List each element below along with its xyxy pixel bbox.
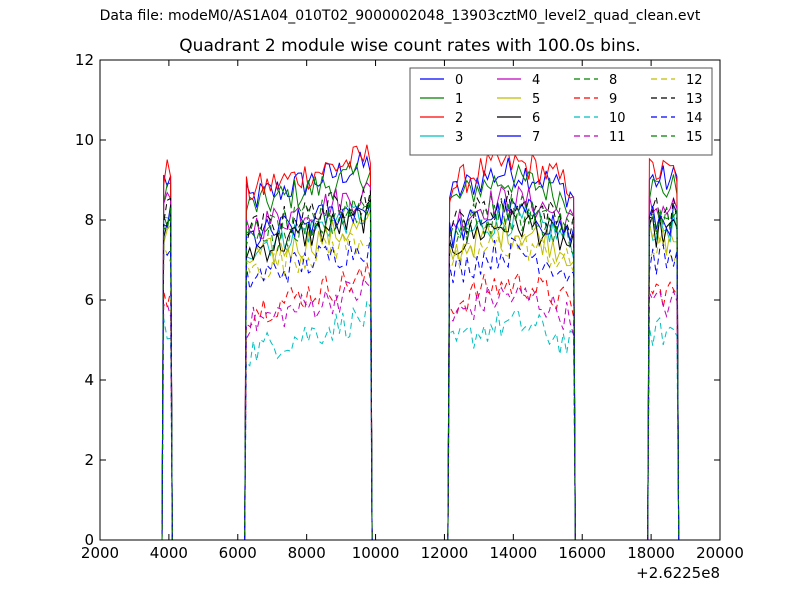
legend-label-5: 5 <box>532 92 540 107</box>
legend-box <box>409 67 713 156</box>
series-line-10 <box>161 299 719 540</box>
y-tick-label: 8 <box>84 211 94 229</box>
series-line-1 <box>161 160 719 540</box>
x-tick-label: 8000 <box>288 544 326 562</box>
legend-label-4: 4 <box>532 73 540 88</box>
legend-label-14: 14 <box>686 111 703 126</box>
y-tick-label: 0 <box>84 531 94 549</box>
suptitle: Data file: modeM0/AS1A04_010T02_90000020… <box>99 8 701 24</box>
x-tick-label: 20000 <box>696 544 744 562</box>
series-line-15 <box>161 193 719 540</box>
x-offset-label: +2.6225e8 <box>636 564 720 582</box>
x-tick-label: 18000 <box>627 544 675 562</box>
series-line-8 <box>161 203 719 540</box>
y-tick-label: 4 <box>84 371 94 389</box>
y-tick-label: 10 <box>75 131 94 149</box>
legend-label-1: 1 <box>455 92 463 107</box>
series-line-9 <box>161 262 719 540</box>
series-line-6 <box>161 198 719 540</box>
series-line-12 <box>161 231 719 540</box>
legend-label-3: 3 <box>455 130 463 145</box>
legend-label-9: 9 <box>609 92 617 107</box>
legend-label-12: 12 <box>686 73 703 88</box>
y-tick-label: 2 <box>84 451 94 469</box>
legend-label-7: 7 <box>532 130 540 145</box>
legend-label-13: 13 <box>686 92 703 107</box>
legend-label-15: 15 <box>686 130 703 145</box>
series-line-2 <box>161 144 719 540</box>
x-tick-label: 14000 <box>489 544 537 562</box>
x-tick-label: 16000 <box>558 544 606 562</box>
series-line-14 <box>161 236 719 540</box>
legend-label-10: 10 <box>609 111 626 126</box>
x-tick-label: 6000 <box>219 544 257 562</box>
series-line-0 <box>161 151 719 540</box>
y-tick-label: 12 <box>75 51 94 69</box>
legend-label-8: 8 <box>609 73 617 88</box>
legend-label-6: 6 <box>532 111 540 126</box>
legend-label-11: 11 <box>609 130 626 145</box>
x-tick-label: 10000 <box>352 544 400 562</box>
x-tick-label: 12000 <box>421 544 469 562</box>
x-tick-label: 4000 <box>150 544 188 562</box>
y-tick-label: 6 <box>84 291 94 309</box>
chart-title: Quadrant 2 module wise count rates with … <box>179 36 641 56</box>
series-line-11 <box>161 277 719 540</box>
legend-label-2: 2 <box>455 111 463 126</box>
series-layer <box>161 144 719 540</box>
legend-label-0: 0 <box>455 73 463 88</box>
x-tick-label: 2000 <box>81 544 119 562</box>
ticks-layer: 2000 4000 6000 8000 10000 12000 14000 16000 1800… <box>75 51 744 562</box>
